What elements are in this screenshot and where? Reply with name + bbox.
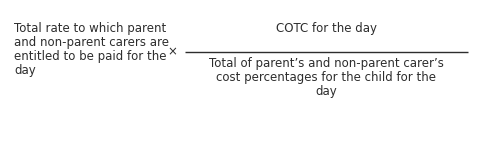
Text: COTC for the day: COTC for the day xyxy=(276,22,377,35)
Text: Total rate to which parent: Total rate to which parent xyxy=(14,22,166,35)
Text: cost percentages for the child for the: cost percentages for the child for the xyxy=(216,71,436,84)
Text: day: day xyxy=(14,64,36,77)
Text: and non-parent carers are: and non-parent carers are xyxy=(14,36,169,49)
Text: Total of parent’s and non-parent carer’s: Total of parent’s and non-parent carer’s xyxy=(209,57,444,70)
Text: ×: × xyxy=(167,45,177,58)
Text: day: day xyxy=(315,85,337,98)
Text: entitled to be paid for the: entitled to be paid for the xyxy=(14,50,167,63)
